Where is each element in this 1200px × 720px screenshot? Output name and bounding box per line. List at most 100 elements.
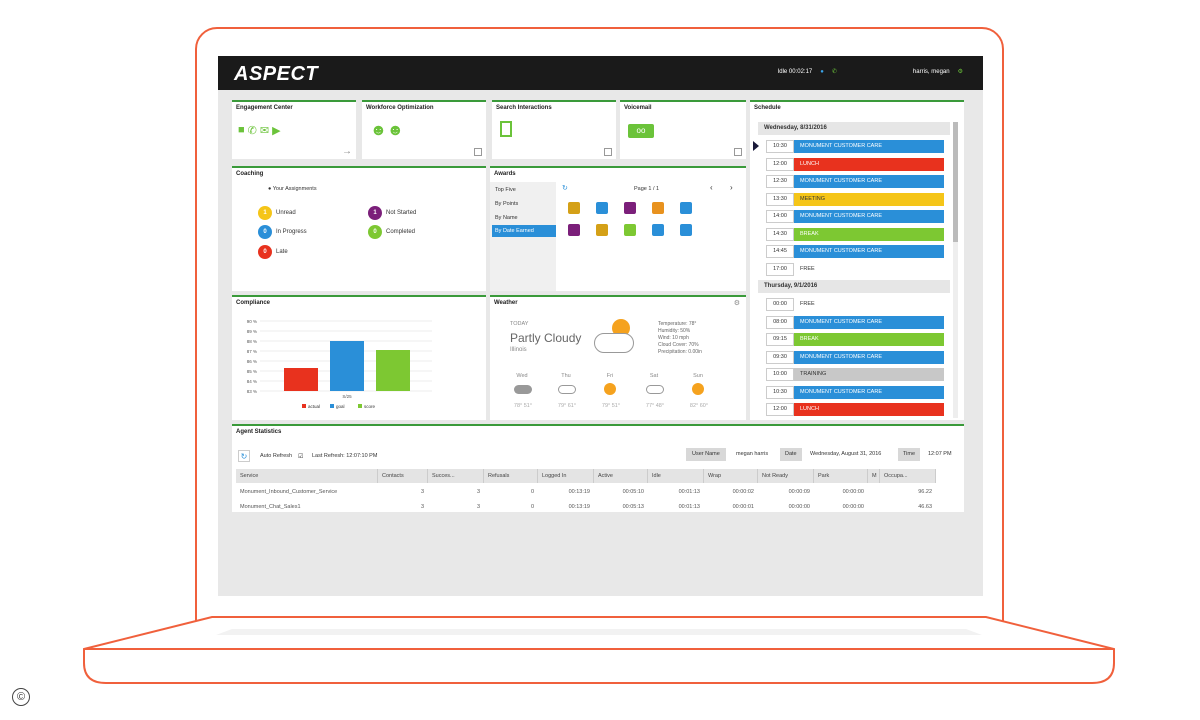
award-icon[interactable] (596, 224, 608, 236)
schedule-row[interactable]: 00:00 FREE (766, 298, 944, 311)
schedule-row[interactable]: 12:00 LUNCH (766, 157, 944, 171)
schedule-time: 13:30 (766, 192, 794, 206)
coaching-item-unread[interactable]: 1 Unread (258, 206, 296, 220)
schedule-activity: FREE (794, 298, 944, 311)
forecast-temps: 82° 60° (689, 403, 709, 409)
table-column-header[interactable]: Occupa... (880, 469, 936, 483)
workforce-optimization-panel[interactable]: Workforce Optimization ☻☻ (362, 100, 486, 159)
auto-refresh-label: Auto Refresh (260, 453, 293, 459)
schedule-time: 09:30 (766, 350, 794, 364)
schedule-row[interactable]: 14:30 BREAK (766, 227, 944, 241)
table-column-header[interactable]: M (868, 469, 880, 483)
awards-tab-by-name[interactable]: By Name (495, 215, 518, 221)
schedule-row[interactable]: 17:00 FREE (766, 262, 944, 276)
arrow-right-icon[interactable]: → (342, 146, 352, 157)
schedule-row[interactable]: 12:00 LUNCH (766, 403, 944, 416)
table-column-header[interactable]: Contacts (378, 469, 428, 483)
chevron-left-icon[interactable]: ‹ (710, 183, 713, 192)
expand-icon[interactable] (604, 148, 612, 156)
schedule-row[interactable]: 10:30 MONUMENT CUSTOMER CARE (766, 385, 944, 399)
schedule-row[interactable]: 14:00 MONUMENT CUSTOMER CARE (766, 210, 944, 223)
panel-title: Awards (494, 171, 516, 177)
schedule-row[interactable]: 09:15 BREAK (766, 333, 944, 346)
chevron-right-icon[interactable]: › (730, 183, 733, 192)
award-icon[interactable] (652, 224, 664, 236)
award-icon[interactable] (680, 202, 692, 214)
forecast-day: Fri (606, 373, 614, 379)
schedule-time: 14:00 (766, 210, 794, 223)
forecast-day: Sun (693, 373, 703, 379)
award-icon[interactable] (624, 202, 636, 214)
coaching-item-completed[interactable]: 0 Completed (368, 225, 415, 239)
award-icon[interactable] (680, 224, 692, 236)
weather-detail: Wind: 10 mph (658, 335, 689, 341)
chart-bar-goal (330, 341, 364, 391)
table-column-header[interactable]: Wrap (704, 469, 758, 483)
schedule-time: 10:30 (766, 385, 794, 399)
awards-tab-by-date[interactable]: By Date Earned (492, 225, 556, 237)
schedule-activity: LUNCH (794, 403, 944, 416)
table-cell: 00:00:00 (842, 504, 864, 510)
schedule-row[interactable]: 10:30 MONUMENT CUSTOMER CARE (766, 140, 944, 153)
table-column-header[interactable]: Logged In (538, 469, 594, 483)
table-cell: 00:00:09 (788, 489, 810, 495)
table-column-header[interactable]: Refusals (484, 469, 538, 483)
gear-icon[interactable]: ⚙ (957, 69, 963, 75)
schedule-row[interactable]: 14:45 MONUMENT CUSTOMER CARE (766, 245, 944, 258)
top-bar: ASPECT Idle 00:02:17 ● ✆ harris, megan ⚙ (218, 56, 983, 90)
award-icon[interactable] (568, 202, 580, 214)
table-cell: 00:00:00 (842, 489, 864, 495)
phone-icon[interactable]: ✆ (831, 69, 837, 75)
expand-icon[interactable] (474, 148, 482, 156)
refresh-icon[interactable]: ↻ (238, 450, 250, 462)
coaching-item-not-started[interactable]: 1 Not Started (368, 206, 416, 220)
idle-status: Idle 00:02:17 (777, 68, 813, 75)
table-column-header[interactable]: Idle (648, 469, 704, 483)
table-cell: 00:13:19 (568, 489, 590, 495)
expand-icon[interactable] (734, 148, 742, 156)
schedule-row[interactable]: 09:30 MONUMENT CUSTOMER CARE (766, 350, 944, 364)
refresh-icon[interactable]: ↻ (562, 185, 568, 192)
award-icon[interactable] (568, 224, 580, 236)
table-cell: 46.63 (918, 504, 932, 510)
table-column-header[interactable]: Not Ready (758, 469, 814, 483)
gear-icon[interactable]: ⚙ (733, 300, 740, 307)
schedule-row[interactable]: 08:00 MONUMENT CUSTOMER CARE (766, 315, 944, 329)
award-icon[interactable] (652, 202, 664, 214)
schedule-activity: MONUMENT CUSTOMER CARE (794, 385, 944, 399)
auto-refresh-checkbox[interactable]: ☑ (298, 454, 304, 460)
search-interactions-panel[interactable]: Search Interactions (492, 100, 616, 159)
panel-title: Agent Statistics (236, 429, 282, 435)
forecast-day: Sat (649, 373, 659, 379)
person-icon[interactable]: ● (820, 68, 824, 75)
schedule-time: 08:00 (766, 315, 794, 329)
schedule-activity: MEETING (794, 192, 944, 206)
coaching-item-late[interactable]: 0 Late (258, 245, 288, 259)
table-column-header[interactable]: Park (814, 469, 868, 483)
coaching-item-in-progress[interactable]: 0 In Progress (258, 225, 307, 239)
agent-statistics-panel: Agent Statistics ↻ Auto Refresh ☑ Last R… (232, 424, 964, 512)
schedule-row[interactable]: 12:30 MONUMENT CUSTOMER CARE (766, 175, 944, 188)
legend-label: goal (336, 404, 345, 409)
schedule-row[interactable]: 13:30 MEETING (766, 192, 944, 206)
schedule-time: 12:00 (766, 403, 794, 416)
schedule-scrollbar[interactable] (953, 122, 958, 418)
table-column-header[interactable]: Active (594, 469, 648, 483)
voicemail-panel[interactable]: Voicemail oo (620, 100, 746, 159)
award-icon[interactable] (624, 224, 636, 236)
engagement-center-panel[interactable]: Engagement Center ■ ✆ ✉ ▶ → (232, 100, 356, 159)
cloud-icon (514, 385, 532, 394)
schedule-activity: MONUMENT CUSTOMER CARE (794, 210, 944, 223)
schedule-row[interactable]: 10:00 TRAINING (766, 368, 944, 381)
award-icon[interactable] (596, 202, 608, 214)
y-tick-label: 90 % (247, 319, 257, 324)
awards-tab-by-points[interactable]: By Points (495, 201, 519, 207)
table-column-header[interactable]: Succes... (428, 469, 484, 483)
voicemail-icon: oo (628, 124, 654, 138)
table-cell: 00:01:13 (678, 504, 700, 510)
table-column-header[interactable]: Service (236, 469, 378, 483)
awards-tab-top-five[interactable]: Top Five (495, 187, 516, 193)
user-name-label: User Name (686, 448, 726, 461)
legend-swatch (302, 404, 306, 408)
schedule-time: 12:00 (766, 157, 794, 171)
